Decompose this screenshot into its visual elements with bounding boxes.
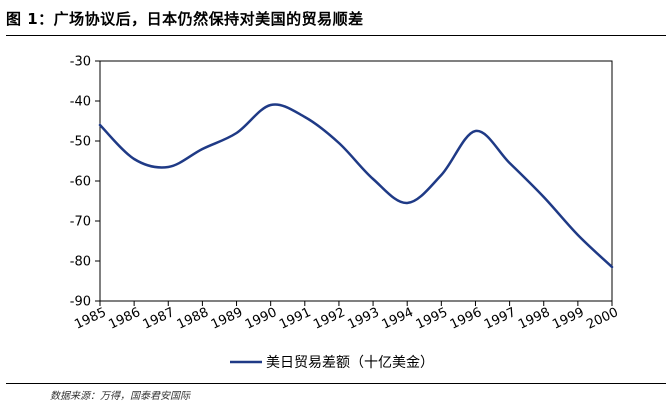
x-axis-ticks: 1985198619871988198919901991199219931994… (72, 301, 621, 333)
y-tick-label: -50 (70, 135, 91, 150)
x-tick-label: 1997 (482, 305, 518, 333)
legend-label: 美日贸易差额（十亿美金） (266, 355, 434, 371)
x-tick-label: 1996 (448, 305, 484, 333)
x-tick-label: 2000 (584, 305, 620, 333)
x-tick-label: 1994 (380, 305, 416, 333)
y-tick-label: -90 (70, 295, 91, 310)
y-tick-label: -40 (70, 95, 91, 110)
x-tick-label: 1986 (106, 305, 142, 333)
chart-legend: 美日贸易差额（十亿美金） (230, 355, 434, 371)
y-tick-label: -80 (70, 255, 91, 270)
x-tick-label: 1987 (141, 305, 177, 333)
y-tick-label: -30 (70, 55, 91, 70)
figure-title: 图 1：广场协议后，日本仍然保持对美国的贸易顺差 (6, 10, 364, 28)
x-tick-label: 1988 (175, 305, 211, 333)
x-tick-label: 1990 (243, 305, 279, 333)
x-tick-label: 1998 (516, 305, 552, 333)
x-tick-label: 1991 (277, 305, 313, 333)
x-tick-label: 1992 (311, 305, 347, 333)
x-tick-label: 1989 (209, 305, 245, 333)
y-tick-label: -60 (70, 175, 91, 190)
chart-axes (99, 60, 613, 302)
y-axis-ticks: -30 -40 -50 -60 -70 -80 -90 (70, 55, 100, 310)
bottom-rule (6, 383, 666, 384)
series-line (98, 103, 614, 269)
chart-series (98, 103, 614, 269)
x-tick-label: 1995 (414, 305, 450, 333)
plot-frame (99, 60, 613, 302)
x-tick-label: 1993 (345, 305, 381, 333)
x-tick-label: 1999 (550, 305, 586, 333)
source-note: 数据来源：万得，国泰君安国际 (50, 391, 190, 402)
y-tick-label: -70 (70, 215, 91, 230)
top-rule (6, 35, 666, 36)
